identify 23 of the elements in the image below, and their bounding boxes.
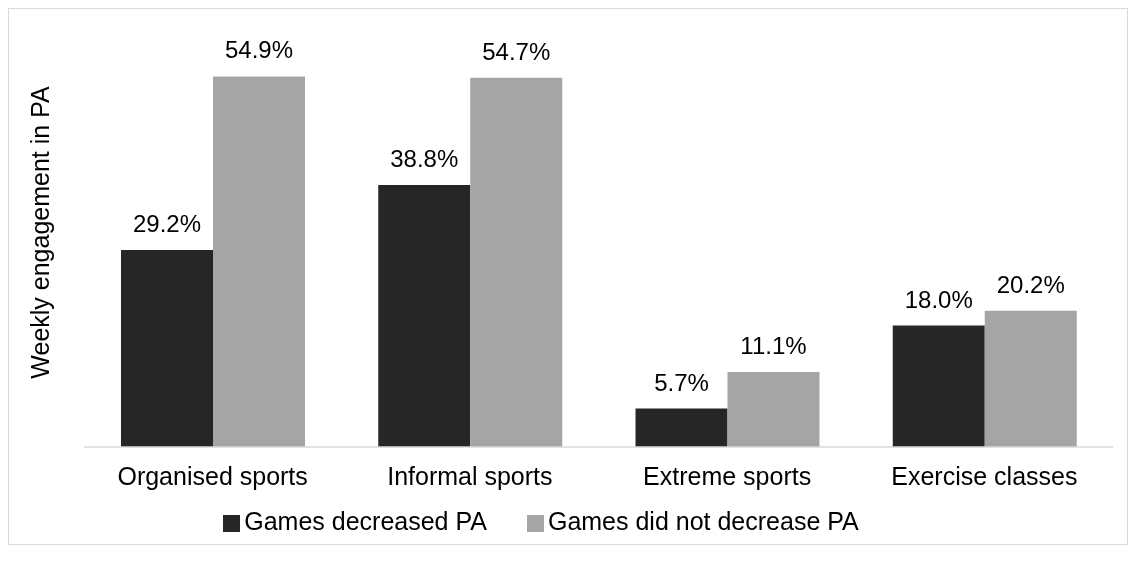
x-tick-label: Organised sports <box>117 461 308 490</box>
x-tick-label: Exercise classes <box>891 461 1078 490</box>
bar <box>892 325 985 447</box>
bar <box>984 310 1077 447</box>
legend-label: Games did not decrease PA <box>547 507 859 535</box>
bar <box>727 372 820 447</box>
data-label: 18.0% <box>904 285 973 313</box>
data-label: 38.8% <box>390 145 459 173</box>
x-tick-label: Extreme sports <box>643 461 812 490</box>
bar <box>470 77 563 447</box>
x-tick-label: Informal sports <box>387 461 553 490</box>
data-label: 29.2% <box>132 209 202 237</box>
data-label: 5.7% <box>654 368 709 396</box>
data-label: 20.2% <box>996 270 1065 298</box>
data-label: 54.9% <box>224 36 294 64</box>
bar <box>378 185 471 447</box>
legend-label: Games decreased PA <box>244 507 487 535</box>
data-label: 11.1% <box>740 332 807 360</box>
bar <box>213 76 305 447</box>
y-axis-title: Weekly engagement in PA <box>25 86 54 379</box>
bar <box>121 249 213 447</box>
data-label: 54.7% <box>482 37 551 65</box>
bar <box>635 408 728 447</box>
